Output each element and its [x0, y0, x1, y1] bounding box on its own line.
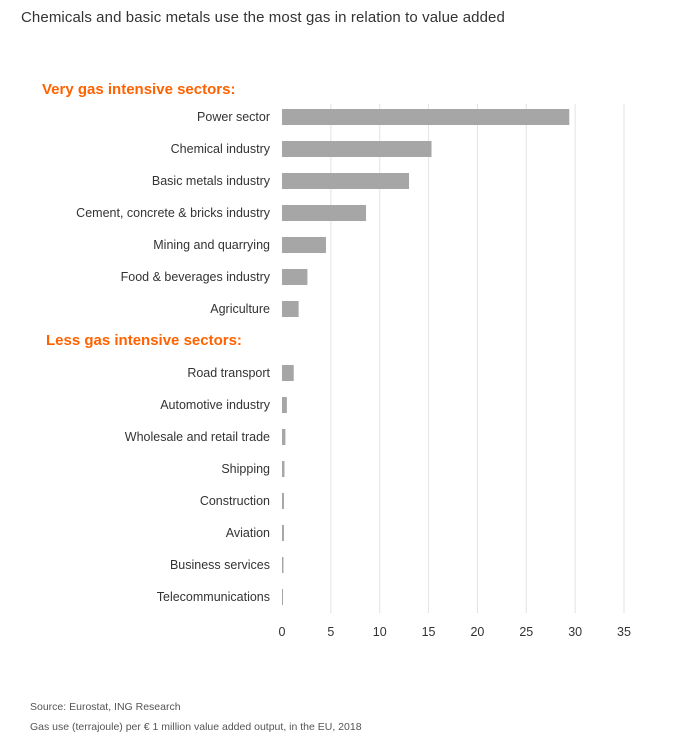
bar	[282, 365, 294, 381]
bar	[282, 525, 284, 541]
x-tick-label: 0	[279, 625, 286, 639]
x-tick-label: 15	[422, 625, 436, 639]
bar	[282, 173, 410, 189]
units-note: Gas use (terrajoule) per € 1 million val…	[30, 721, 362, 733]
bar	[282, 269, 308, 285]
category-label: Power sector	[197, 110, 270, 124]
bar	[282, 205, 367, 221]
bar	[282, 237, 326, 253]
category-label: Wholesale and retail trade	[125, 430, 270, 444]
category-label: Construction	[200, 494, 270, 508]
category-label: Food & beverages industry	[121, 270, 271, 284]
category-label: Shipping	[221, 462, 270, 476]
x-tick-label: 5	[327, 625, 334, 639]
bar	[282, 141, 432, 157]
category-label: Road transport	[187, 366, 270, 380]
bar	[282, 397, 287, 413]
category-label: Cement, concrete & bricks industry	[76, 206, 271, 220]
gridlines	[330, 104, 625, 613]
bar	[282, 461, 285, 477]
bar	[282, 493, 284, 509]
x-tick-label: 10	[373, 625, 387, 639]
chart-title: Chemicals and basic metals use the most …	[21, 9, 505, 26]
category-label: Telecommunications	[157, 590, 270, 604]
bar	[282, 429, 286, 445]
bar	[282, 301, 299, 317]
category-label: Basic metals industry	[152, 174, 271, 188]
x-tick-label: 25	[519, 625, 533, 639]
category-label: Aviation	[226, 526, 270, 540]
group-heading: Very gas intensive sectors:	[42, 81, 235, 98]
bar	[282, 557, 284, 573]
x-tick-label: 30	[568, 625, 582, 639]
category-label: Automotive industry	[160, 398, 271, 412]
bar	[282, 109, 570, 125]
bars	[282, 109, 570, 605]
group-heading: Less gas intensive sectors:	[46, 332, 242, 349]
category-label: Chemical industry	[171, 142, 271, 156]
source-note: Source: Eurostat, ING Research	[30, 701, 181, 713]
x-tick-label: 35	[617, 625, 631, 639]
bar-chart: Very gas intensive sectors: Power sector C…	[42, 81, 631, 639]
category-label: Agriculture	[210, 302, 270, 316]
category-labels: Very gas intensive sectors: Power sector C…	[42, 81, 271, 604]
category-label: Mining and quarrying	[153, 238, 270, 252]
category-label: Business services	[170, 558, 270, 572]
x-axis-ticks: 0 5 10 15 20 25 30 35	[279, 625, 631, 639]
bar	[282, 589, 283, 605]
x-tick-label: 20	[470, 625, 484, 639]
